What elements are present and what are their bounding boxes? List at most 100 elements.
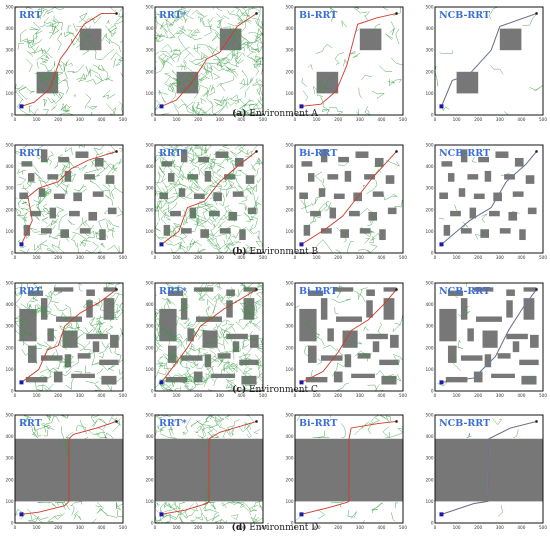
- tree-branch: [213, 99, 222, 104]
- tree-branch: [27, 508, 49, 520]
- tree-branch: [174, 506, 182, 515]
- tree-branch: [76, 332, 92, 339]
- tree-branch: [66, 323, 85, 333]
- tree-branch: [224, 296, 233, 307]
- tree-branch: [41, 47, 51, 55]
- tree-branch: [211, 33, 219, 42]
- tree-branch: [176, 182, 189, 198]
- tree-branch: [168, 337, 181, 351]
- tree-branch: [107, 227, 115, 238]
- y-tick-label: 100: [286, 91, 294, 96]
- tree-branch: [26, 209, 40, 221]
- y-tick-label: 300: [426, 48, 434, 53]
- x-tick-label: 200: [334, 117, 342, 122]
- tree-branch: [85, 219, 94, 230]
- tree-branch: [104, 34, 111, 44]
- x-tick-label: 200: [194, 255, 202, 260]
- obstacle: [525, 175, 535, 184]
- tree-branch: [102, 90, 116, 100]
- tree-branch: [251, 203, 256, 215]
- obstacle: [30, 210, 41, 217]
- algorithm-title: Bi-RRT: [299, 286, 337, 297]
- tree-branch: [170, 284, 181, 291]
- goal-marker: [535, 12, 538, 15]
- tree-branch: [252, 79, 263, 87]
- tree-branch: [335, 249, 348, 254]
- tree-branch: [529, 85, 543, 92]
- tree-branch: [258, 235, 260, 240]
- obstacle: [439, 192, 448, 199]
- tree-branch: [60, 311, 68, 320]
- tree-branch: [212, 72, 221, 80]
- tree-branch: [169, 87, 176, 104]
- tree-branch: [56, 502, 70, 511]
- x-tick-label: 100: [313, 525, 321, 530]
- tree-branch: [179, 358, 197, 364]
- x-tick-label: 400: [237, 525, 245, 530]
- tree-branch: [183, 242, 192, 254]
- tree-branch: [207, 46, 218, 55]
- start-marker: [159, 380, 164, 385]
- obstacle: [53, 287, 74, 292]
- tree-branch: [157, 198, 162, 209]
- obstacle: [86, 289, 95, 296]
- tree-branch: [226, 429, 232, 438]
- tree-branch: [193, 83, 198, 90]
- obstacle: [379, 359, 399, 366]
- tree-branch: [118, 101, 124, 114]
- tree-branch: [243, 104, 254, 106]
- tree-branch: [209, 221, 220, 232]
- x-tick-label: 500: [259, 393, 267, 398]
- tree-branch: [185, 343, 195, 360]
- tree-branch: [184, 145, 192, 149]
- tree-branch: [43, 383, 54, 391]
- x-tick-label: 400: [377, 525, 385, 530]
- tree-branch: [200, 97, 207, 105]
- tree-branch: [195, 103, 200, 114]
- tree-branch: [161, 326, 169, 338]
- tree-branch: [179, 321, 194, 330]
- obstacle: [320, 298, 328, 320]
- tree-branch: [101, 78, 114, 82]
- algorithm-title: RRT*: [159, 148, 187, 159]
- tree-branch: [199, 203, 220, 217]
- tree-branch: [244, 365, 253, 373]
- tree-branch: [27, 40, 36, 49]
- tree-branch: [29, 424, 36, 436]
- tree-branch: [244, 99, 251, 107]
- obstacle: [351, 373, 375, 379]
- tree-branch: [109, 27, 117, 33]
- tree-branch: [106, 19, 110, 24]
- goal-marker: [255, 420, 258, 423]
- tree-branch: [222, 364, 225, 372]
- tree-branch: [116, 353, 124, 364]
- tree-branch: [165, 186, 173, 193]
- tree-branch: [22, 201, 30, 207]
- tree-branch: [216, 6, 223, 12]
- obstacle: [523, 287, 537, 292]
- tree-branch: [193, 204, 210, 214]
- tree-branch: [157, 364, 170, 373]
- tree-branch: [212, 418, 224, 428]
- tree-branch: [89, 173, 97, 183]
- tree-branch: [212, 181, 223, 193]
- tree-branch: [46, 6, 65, 13]
- x-tick-label: 300: [496, 117, 504, 122]
- tree-branch: [34, 171, 42, 182]
- tree-branch: [252, 63, 260, 76]
- tree-branch: [113, 306, 121, 315]
- obstacle: [27, 290, 44, 296]
- x-tick-label: 100: [453, 117, 461, 122]
- tree-branch: [101, 32, 107, 42]
- tree-branch: [51, 240, 61, 253]
- tree-branch: [317, 358, 323, 365]
- tree-branch: [336, 285, 344, 299]
- tree-branch: [155, 33, 163, 40]
- tree-branch: [204, 201, 220, 212]
- y-tick-label: 400: [146, 434, 154, 439]
- tree-branch: [33, 243, 49, 252]
- tree-branch: [244, 213, 251, 220]
- tree-branch: [20, 323, 25, 333]
- x-tick-label: 200: [54, 393, 62, 398]
- tree-branch: [116, 509, 123, 517]
